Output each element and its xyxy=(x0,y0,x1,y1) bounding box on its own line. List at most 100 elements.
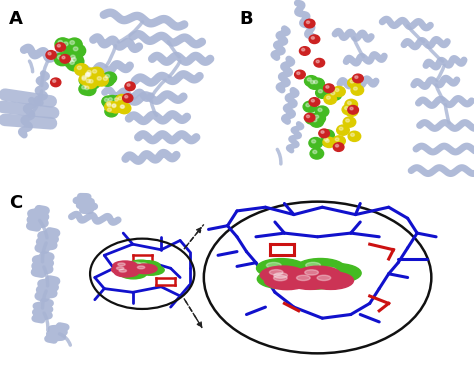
Circle shape xyxy=(297,72,300,74)
Circle shape xyxy=(292,270,341,289)
FancyArrowPatch shape xyxy=(118,22,142,42)
Circle shape xyxy=(267,273,282,279)
Circle shape xyxy=(107,102,110,105)
Circle shape xyxy=(65,56,80,69)
Circle shape xyxy=(67,38,82,51)
Circle shape xyxy=(105,101,117,112)
Circle shape xyxy=(265,266,315,285)
Circle shape xyxy=(123,94,133,102)
Circle shape xyxy=(311,37,314,39)
FancyArrowPatch shape xyxy=(408,26,423,41)
Circle shape xyxy=(315,106,329,117)
Circle shape xyxy=(89,80,93,83)
Circle shape xyxy=(72,58,76,61)
Circle shape xyxy=(306,21,310,24)
Circle shape xyxy=(310,148,324,159)
Circle shape xyxy=(306,103,310,107)
Circle shape xyxy=(86,79,91,83)
Circle shape xyxy=(116,94,128,105)
Circle shape xyxy=(275,270,290,276)
Circle shape xyxy=(137,266,145,269)
Circle shape xyxy=(331,91,335,95)
Circle shape xyxy=(73,47,78,51)
Circle shape xyxy=(348,108,352,111)
Circle shape xyxy=(118,97,122,100)
Circle shape xyxy=(348,131,361,141)
Circle shape xyxy=(82,85,86,89)
Circle shape xyxy=(82,77,86,80)
Circle shape xyxy=(287,269,302,275)
Circle shape xyxy=(53,80,56,83)
Text: B: B xyxy=(239,10,253,28)
Circle shape xyxy=(324,94,337,104)
Circle shape xyxy=(326,86,329,88)
FancyArrowPatch shape xyxy=(106,46,116,66)
FancyArrowPatch shape xyxy=(40,221,47,238)
Circle shape xyxy=(304,113,315,122)
Circle shape xyxy=(86,77,100,89)
Circle shape xyxy=(273,275,287,281)
FancyArrowPatch shape xyxy=(44,267,47,286)
Circle shape xyxy=(126,270,133,274)
Circle shape xyxy=(316,87,329,98)
Circle shape xyxy=(296,259,345,278)
Circle shape xyxy=(117,267,124,270)
Circle shape xyxy=(308,272,354,289)
Circle shape xyxy=(112,104,116,107)
Circle shape xyxy=(132,264,157,274)
Circle shape xyxy=(92,70,97,73)
Circle shape xyxy=(62,55,67,59)
Circle shape xyxy=(71,55,75,59)
Circle shape xyxy=(82,84,96,95)
Circle shape xyxy=(128,260,154,270)
Circle shape xyxy=(304,75,318,87)
Circle shape xyxy=(59,53,74,65)
Circle shape xyxy=(350,107,353,110)
Circle shape xyxy=(107,104,111,107)
Circle shape xyxy=(351,133,355,136)
Circle shape xyxy=(345,107,348,110)
Circle shape xyxy=(84,68,98,80)
Circle shape xyxy=(337,125,349,135)
Circle shape xyxy=(85,74,90,77)
Circle shape xyxy=(322,268,337,273)
Circle shape xyxy=(60,39,76,52)
Circle shape xyxy=(113,261,137,270)
Circle shape xyxy=(297,275,310,280)
Circle shape xyxy=(112,104,116,108)
Circle shape xyxy=(323,132,328,135)
Circle shape xyxy=(68,58,73,62)
Circle shape xyxy=(319,90,322,93)
Circle shape xyxy=(287,272,333,289)
Circle shape xyxy=(313,150,317,154)
Circle shape xyxy=(257,269,307,289)
Circle shape xyxy=(84,70,98,82)
Circle shape xyxy=(87,70,91,74)
Circle shape xyxy=(139,263,147,266)
FancyArrowPatch shape xyxy=(43,243,46,262)
Text: C: C xyxy=(9,194,23,212)
Circle shape xyxy=(109,98,112,101)
Circle shape xyxy=(311,100,314,102)
Circle shape xyxy=(301,48,305,51)
Circle shape xyxy=(313,118,317,122)
Circle shape xyxy=(46,51,56,59)
Circle shape xyxy=(306,115,310,118)
Circle shape xyxy=(319,129,329,138)
Circle shape xyxy=(133,265,141,268)
Circle shape xyxy=(310,116,324,127)
Circle shape xyxy=(333,143,344,151)
Circle shape xyxy=(295,70,305,79)
Circle shape xyxy=(82,71,97,83)
Circle shape xyxy=(296,266,341,284)
Circle shape xyxy=(354,87,357,90)
Circle shape xyxy=(48,52,51,55)
Circle shape xyxy=(324,84,334,92)
Circle shape xyxy=(312,263,361,283)
Circle shape xyxy=(309,138,322,148)
Circle shape xyxy=(318,108,322,111)
FancyArrowPatch shape xyxy=(437,65,444,80)
Circle shape xyxy=(333,87,345,97)
Circle shape xyxy=(311,140,316,143)
Circle shape xyxy=(277,265,327,285)
